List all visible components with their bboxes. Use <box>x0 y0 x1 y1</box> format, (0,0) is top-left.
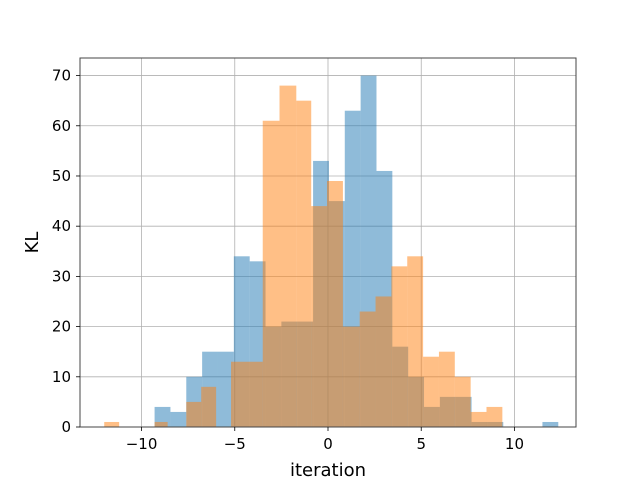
histogram-bar <box>391 266 408 427</box>
histogram-bar <box>470 411 487 427</box>
histogram-bar <box>217 351 234 427</box>
histogram-bar <box>359 311 376 427</box>
histogram-bar <box>262 120 280 428</box>
histogram-bar <box>327 181 343 427</box>
histogram-bar <box>279 85 297 427</box>
histogram-bar <box>454 376 471 427</box>
y-tick-label: 60 <box>52 117 71 135</box>
x-axis-label: iteration <box>290 460 366 480</box>
histogram-bar <box>342 326 360 427</box>
histogram-bar <box>407 256 424 427</box>
histogram-bar <box>170 411 187 427</box>
y-tick-label: 30 <box>52 267 71 285</box>
y-tick-label: 20 <box>52 318 71 336</box>
x-tick-label: 0 <box>323 435 333 453</box>
y-tick-label: 10 <box>52 368 71 386</box>
histogram-bar <box>486 406 503 427</box>
histogram-bar <box>423 356 439 427</box>
histogram-bar <box>375 296 392 427</box>
histogram-bar <box>201 386 217 427</box>
histogram-bar <box>542 421 559 427</box>
x-tick-label: 10 <box>505 435 524 453</box>
x-tick-label: −5 <box>224 435 246 453</box>
histogram-bar <box>104 421 120 427</box>
histogram-bar <box>154 421 168 427</box>
y-tick-label: 50 <box>52 167 71 185</box>
y-tick-label: 70 <box>52 67 71 85</box>
histogram-bars <box>104 75 559 428</box>
histogram-bar <box>186 401 202 427</box>
y-tick-label: 0 <box>61 418 71 436</box>
histogram-bar <box>296 100 312 428</box>
y-tick-label: 40 <box>52 217 71 235</box>
histogram-bar <box>311 206 328 427</box>
histogram-bar <box>231 361 263 427</box>
x-tick-label: 5 <box>416 435 426 453</box>
histogram-bar <box>438 351 455 427</box>
axis-ticks: −10 −5 0 5 10 0 10 20 30 40 50 60 70 <box>52 67 524 453</box>
x-tick-label: −10 <box>126 435 158 453</box>
y-axis-label: KL <box>22 232 43 254</box>
